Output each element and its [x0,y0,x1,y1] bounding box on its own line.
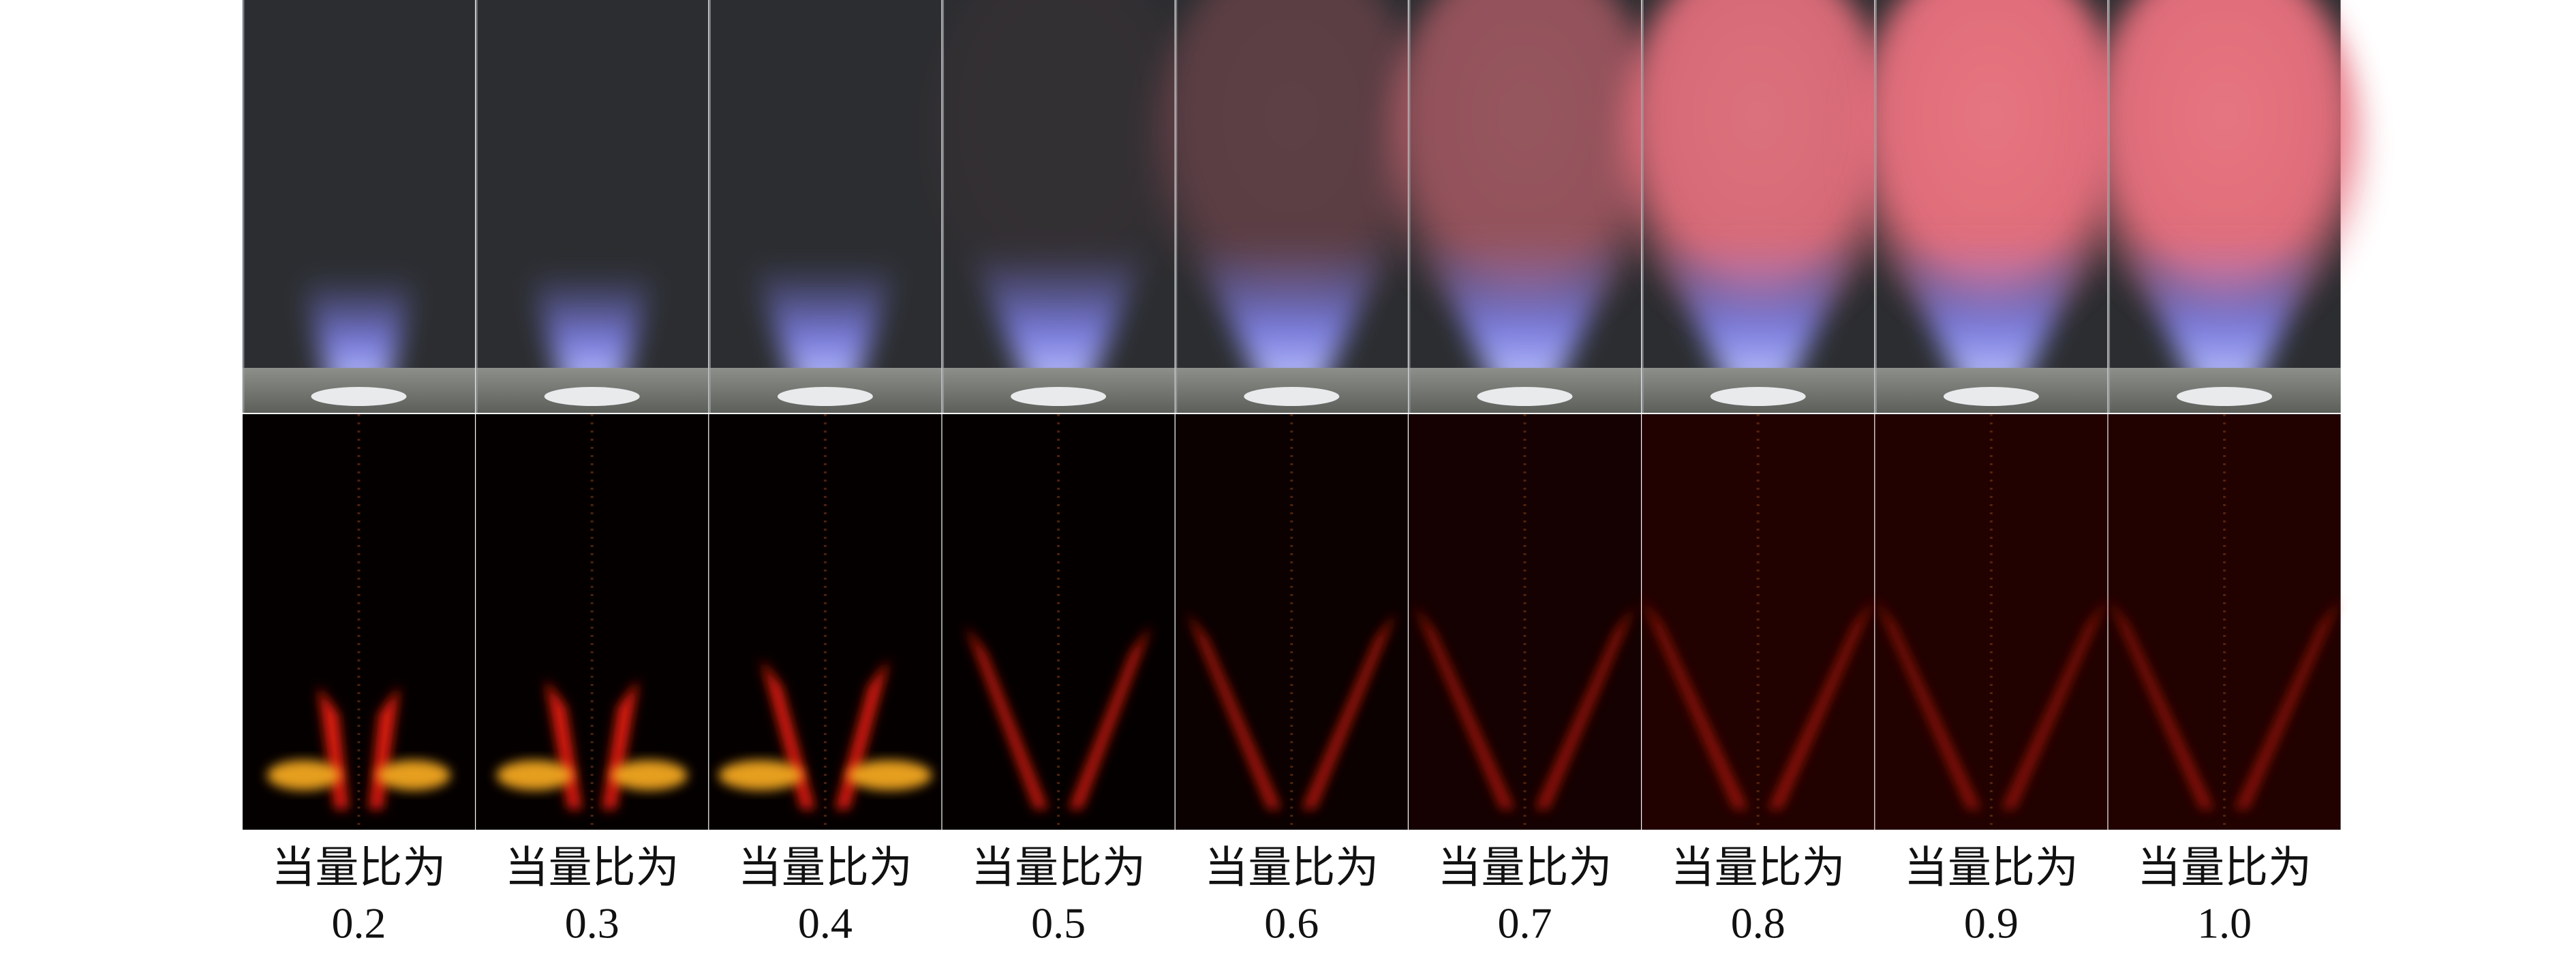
flame-core [377,760,450,790]
blue-flame [1653,238,1863,392]
panel: 当量比为 0.6 [1147,0,1436,948]
burner-outlet [777,387,873,406]
caption: 当量比为 [1438,844,1612,892]
burner-outlet [544,387,640,406]
blue-flame [969,251,1148,392]
flame-branch [1535,605,1636,809]
panel: 当量比为 0.7 [1381,0,1669,948]
panel: 当量比为 0.9 [1847,0,2136,948]
blue-flame [1192,243,1392,392]
flame-core [847,760,932,790]
emission-glow [1875,414,2108,830]
ratio: 0.9 [1964,899,2019,948]
emission-background [2108,414,2341,830]
burner-outlet [1477,387,1573,406]
panel: 当量比为 1.0 [2080,0,2369,948]
emission-glow [1409,414,1641,830]
flame-branch [965,625,1049,809]
flame-core [267,760,341,790]
caption: 当量比为 [1671,844,1845,892]
flame-branch [1186,612,1282,809]
flame-branch [2108,598,2215,809]
panel: 当量比为 0.2 [242,0,475,948]
caption: 当量比为 [738,844,913,892]
caption: 当量比为 [971,844,1146,892]
flame-branch [2235,598,2341,809]
emission-glow [1175,414,1408,830]
ratio: 0.7 [1498,899,1552,948]
blue-flame [1886,238,2096,392]
flame-branch [2001,598,2108,809]
burner-outlet [1943,387,2039,406]
flame-core [496,760,573,790]
flame-core [611,760,688,790]
panel: 当量比为 0.8 [1614,0,1903,948]
caption: 当量比为 [1204,844,1379,892]
caption: 当量比为 [1904,844,2079,892]
ratio: 0.5 [1031,899,1086,948]
emission-background [1875,414,2108,830]
panel: 当量比为 0.3 [475,0,709,948]
flame-branch [1768,598,1875,809]
panels: 当量比为 0.2 当量比为 0.3 当量比为 0.4 当量比为 0.5 当量比为 0.6 当量比为 0… [242,0,2369,948]
flame-branch [1414,605,1515,809]
emission-background [709,414,942,830]
caption: 当量比为 [505,844,679,892]
ratio: 0.3 [565,899,619,948]
flame-branch [602,680,639,809]
emission-glow [1642,414,1875,830]
blue-flame [752,263,899,392]
emission-background [1409,414,1641,830]
ratio: 0.6 [1264,899,1319,948]
emission-background [1642,414,1875,830]
flame-branch [1069,625,1152,809]
blue-flame [529,271,655,392]
flame-branch [545,680,582,809]
ratio: 0.2 [332,899,386,948]
panel: 当量比为 0.4 [708,0,942,948]
caption: 当量比为 [272,844,446,892]
ratio: 0.4 [798,899,853,948]
flame-branch [1302,612,1396,809]
emission-background [1175,414,1408,830]
ratio: 0.8 [1731,899,1785,948]
emission-glow [2108,414,2341,830]
emission-background [942,414,1175,830]
blue-flame [2119,238,2329,392]
flame-branch [1875,598,1981,809]
flame-core [718,760,803,790]
burner-outlet [1710,387,1806,406]
flame-branch [318,687,349,809]
flame-branch [1642,598,1748,809]
flame-branch [369,687,400,809]
blue-flame [301,275,416,392]
ratio: 1.0 [2197,899,2252,948]
panel: 当量比为 0.5 [914,0,1203,948]
emission-background [243,414,475,830]
blue-flame [1420,238,1629,392]
burner-outlet [1244,387,1340,406]
burner-outlet [1011,387,1107,406]
burner-outlet [2177,387,2273,406]
emission-background [476,414,709,830]
burner-outlet [311,387,407,406]
caption: 当量比为 [2137,844,2312,892]
